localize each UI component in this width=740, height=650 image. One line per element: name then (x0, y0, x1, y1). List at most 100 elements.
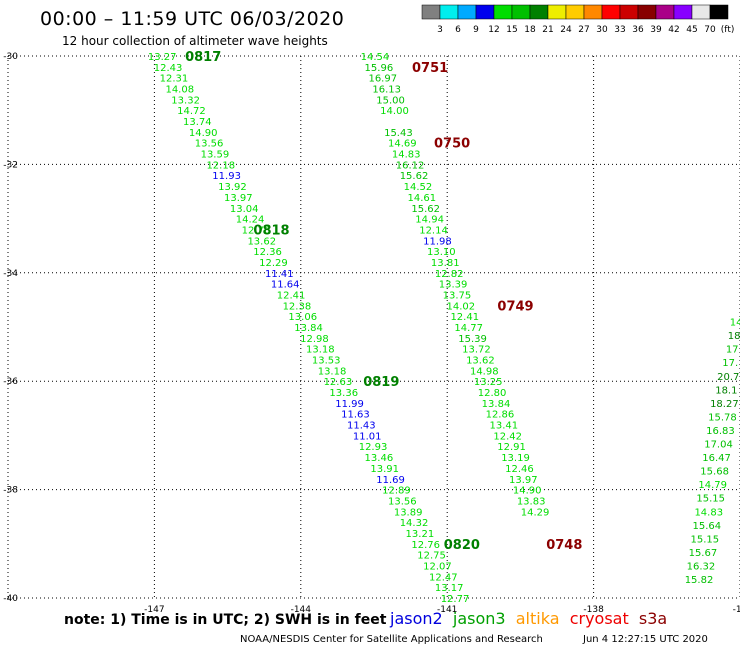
data-points: 13.2712.4312.3114.0813.3214.7213.7414.90… (148, 52, 740, 605)
wave-height-label: 12.41 (450, 312, 479, 323)
wave-height-label: 12.77 (441, 594, 470, 605)
wave-height-label: 11.99 (335, 399, 364, 410)
pass-time-label: 0819 (363, 375, 399, 390)
colorbar-swatch (691, 4, 711, 20)
wave-height-label: 14.83 (694, 507, 723, 518)
wave-height-label: 13.89 (394, 507, 423, 518)
colorbar-swatch (475, 4, 495, 20)
colorbar-swatch (493, 4, 513, 20)
wave-height-label: 15.67 (689, 548, 718, 559)
pass-time-label: 0820 (444, 538, 480, 553)
pass-time-label: 0751 (412, 61, 448, 76)
wave-height-label: 15.78 (708, 412, 737, 423)
wave-height-label: 14.54 (361, 52, 390, 63)
wave-height-label: 13.62 (466, 356, 495, 367)
wave-height-label: 14.83 (392, 150, 421, 161)
colorbar-swatch (529, 4, 549, 20)
wave-height-label: 13.75 (443, 290, 472, 301)
x-tick-label: -13 (733, 605, 740, 615)
colorbar-swatch (709, 4, 729, 20)
wave-height-label: 14.61 (408, 193, 437, 204)
wave-height-label: 15.82 (685, 575, 714, 586)
colorbar-label: 70 (704, 25, 716, 35)
wave-height-label: 14.77 (454, 323, 483, 334)
wave-height-label: 11.64 (271, 280, 300, 291)
wave-height-label: 12.41 (277, 290, 306, 301)
wave-height-label: 13.59 (201, 150, 230, 161)
x-tick-label: -138 (583, 605, 604, 615)
colorbar-label: 3 (437, 25, 443, 35)
colorbar-label: 30 (596, 25, 608, 35)
wave-height-label: 12.76 (242, 225, 271, 236)
pass-time-label: 0748 (546, 538, 582, 553)
wave-height-label: 12.43 (154, 63, 183, 74)
wave-height-label: 14.94 (415, 215, 444, 226)
wave-height-label: 18.1 (715, 385, 737, 396)
y-tick-label: -38 (3, 486, 18, 496)
wave-height-label: 15.43 (384, 128, 413, 139)
colorbar-swatch (421, 4, 441, 20)
wave-height-label: 15.15 (696, 494, 725, 505)
x-tick-label: -147 (144, 605, 164, 615)
colorbar-swatch (457, 4, 477, 20)
chart-title: 00:00 – 11:59 UTC 06/03/2020 (40, 8, 345, 30)
colorbar-label: 6 (455, 25, 461, 35)
wave-height-label: 11.63 (341, 410, 370, 421)
colorbar-label: 9 (473, 25, 479, 35)
wave-height-label: 12.47 (429, 572, 458, 583)
wave-height-label: 20.7 (717, 372, 739, 383)
wave-height-label: 15.64 (692, 521, 721, 532)
wave-height-label: 15.62 (411, 204, 440, 215)
wave-height-label: 12.89 (382, 486, 411, 497)
wave-height-label: 13.74 (183, 117, 212, 128)
wave-height-label: 13.36 (329, 388, 358, 399)
wave-height-label: 11.01 (353, 431, 382, 442)
pass-time-label: 0818 (253, 223, 289, 238)
wave-height-label: 12.14 (419, 225, 448, 236)
colorbar-label: 45 (686, 25, 697, 35)
wave-height-label: 12.42 (493, 431, 522, 442)
colorbar-swatch (601, 4, 621, 20)
colorbar-label: 12 (488, 25, 499, 35)
colorbar-label: 24 (560, 25, 572, 35)
wave-height-label: 18.27 (710, 399, 739, 410)
wave-height-label: 14.08 (165, 85, 194, 96)
wave-height-label: 12.76 (411, 540, 440, 551)
wave-height-label: 13.18 (306, 345, 335, 356)
wave-height-label: 14.29 (521, 507, 550, 518)
colorbar-label: 36 (632, 25, 644, 35)
sat-altika: altika (515, 609, 560, 628)
sat-s3a: s3a (638, 609, 668, 628)
wave-height-label: 11.43 (347, 421, 376, 432)
colorbar-swatch (673, 4, 693, 20)
wave-height-label: 13.72 (462, 345, 491, 356)
pass-time-label: 0750 (434, 137, 470, 152)
wave-height-label: 18 (728, 331, 740, 342)
wave-height-label: 16.97 (368, 74, 397, 85)
x-tick-label: -144 (291, 605, 312, 615)
wave-height-label: 11.41 (265, 269, 294, 280)
colorbar-swatch (655, 4, 675, 20)
wave-height-label: 12.98 (300, 334, 329, 345)
wave-height-label: 13.84 (294, 323, 323, 334)
wave-height-label: 13.17 (435, 583, 464, 594)
wave-height-label: 12.46 (505, 464, 534, 475)
wave-height-label: 14.32 (400, 518, 429, 529)
pass-time-label: 0817 (185, 50, 221, 65)
wave-height-label: 12.63 (324, 377, 353, 388)
wave-height-label: 15.62 (400, 171, 429, 182)
chart-subtitle: 12 hour collection of altimeter wave hei… (62, 34, 328, 48)
wave-height-label: 16.13 (372, 85, 401, 96)
wave-height-label: 17 (726, 345, 739, 356)
colorbar-swatch (511, 4, 531, 20)
wave-height-label: 13.62 (247, 236, 276, 247)
colorbar-label: 21 (542, 25, 553, 35)
wave-height-label: 13.56 (388, 496, 417, 507)
wave-height-label: 14.72 (177, 106, 206, 117)
grid-lines (7, 55, 740, 599)
colorbar-swatch (547, 4, 567, 20)
wave-height-label: 12.29 (259, 258, 288, 269)
wave-height-label: 13.84 (482, 399, 511, 410)
